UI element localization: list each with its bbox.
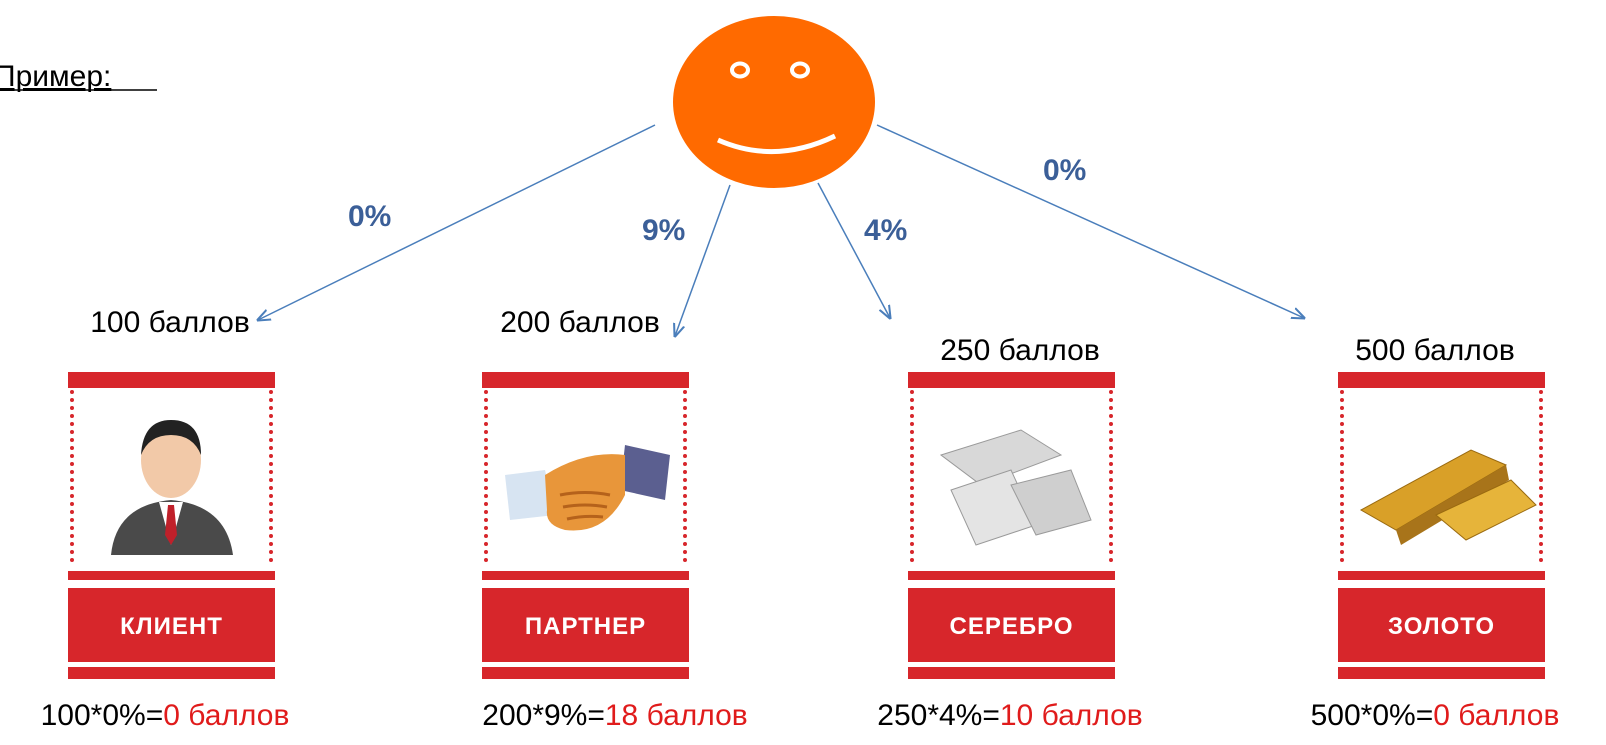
formula-expression: 100*0%=: [41, 699, 164, 732]
smiley: [673, 16, 875, 188]
card-label: ПАРТНЕР: [525, 613, 646, 640]
card-bottom-bar: [1338, 667, 1545, 679]
card-mid-bar: [1338, 571, 1545, 580]
card-mid-bar: [68, 571, 275, 580]
card-label: ЗОЛОТО: [1388, 613, 1495, 640]
level-card: ПАРТНЕР: [482, 372, 689, 679]
card-top-bar: [482, 372, 689, 388]
formula: 200*9%=18 баллов: [482, 699, 747, 732]
formula-result: 18 баллов: [605, 699, 748, 732]
card-top-bar: [908, 372, 1115, 388]
formula-expression: 250*4%=: [877, 699, 1000, 732]
slide-title: Пример:: [0, 60, 111, 93]
formula-result: 0 баллов: [163, 699, 289, 732]
level-card: СЕРЕБРО: [908, 372, 1115, 679]
slide: Пример: 0% 9% 4% 0% 100 баллов КЛИЕНТ 100*…: [0, 0, 1606, 745]
percent-label: 9%: [642, 214, 685, 247]
points-label: 200 баллов: [500, 306, 660, 339]
formula-expression: 500*0%=: [1311, 699, 1434, 732]
level-card: ЗОЛОТО: [1338, 372, 1545, 679]
card-bottom-bar: [482, 667, 689, 679]
formula: 500*0%=0 баллов: [1311, 699, 1560, 732]
card-bottom-bar: [68, 667, 275, 679]
card-mid-bar: [908, 571, 1115, 580]
percent-label: 0%: [1043, 154, 1086, 187]
formula-result: 10 баллов: [1000, 699, 1143, 732]
card-mid-bar: [482, 571, 689, 580]
card-top-bar: [1338, 372, 1545, 388]
points-label: 100 баллов: [90, 306, 250, 339]
formula: 250*4%=10 баллов: [877, 699, 1142, 732]
card-bottom-bar: [908, 667, 1115, 679]
formula-expression: 200*9%=: [482, 699, 605, 732]
percent-label: 4%: [864, 214, 907, 247]
card-label: КЛИЕНТ: [120, 613, 223, 640]
card-label: СЕРЕБРО: [950, 613, 1074, 640]
points-label: 500 баллов: [1355, 334, 1515, 367]
card-top-bar: [68, 372, 275, 388]
formula-result: 0 баллов: [1433, 699, 1559, 732]
percent-label: 0%: [348, 200, 391, 233]
points-label: 250 баллов: [940, 334, 1100, 367]
formula: 100*0%=0 баллов: [41, 699, 290, 732]
level-card: КЛИЕНТ: [68, 372, 275, 679]
